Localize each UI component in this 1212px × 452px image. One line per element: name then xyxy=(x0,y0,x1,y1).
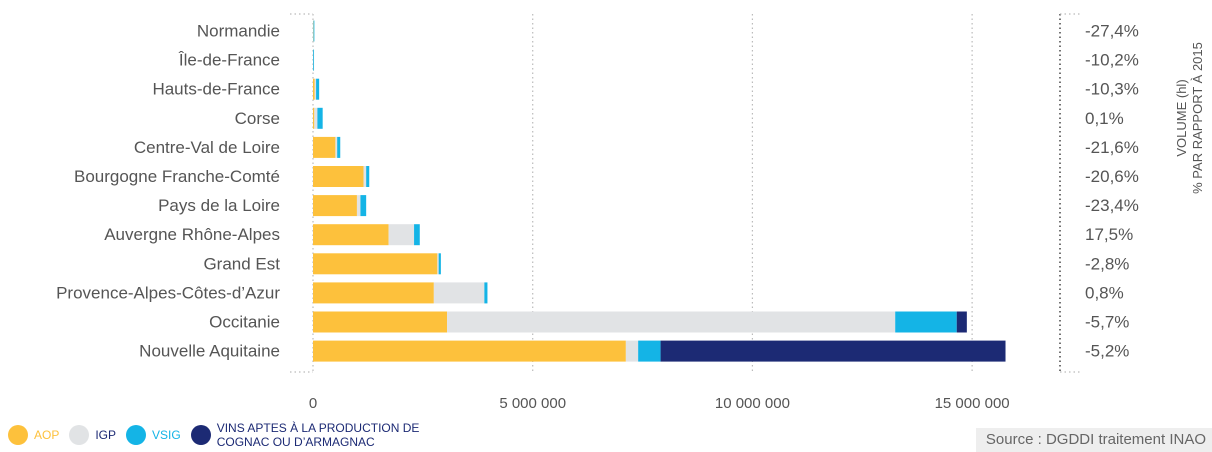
legend-label-vsig: VSIG xyxy=(152,428,181,442)
change-labels: -27,4% -10,2% -10,3% 0,1% -21,6% -20,6% -23,4%… xyxy=(1085,22,1139,361)
bar-segment-vsig xyxy=(360,195,367,217)
bar-segment-aop xyxy=(313,78,315,100)
legend-swatch-vsig xyxy=(126,425,147,445)
category-label: Grand Est xyxy=(203,254,280,273)
bar-segment-vsig xyxy=(313,49,315,71)
bar-segment-igp xyxy=(433,282,485,304)
bar-segment-cognac xyxy=(956,311,967,333)
legend-label-igp: IGP xyxy=(95,428,117,442)
source-note: Source : DGDDI traitement INAO xyxy=(975,428,1212,452)
category-label: Auvergne Rhône-Alpes xyxy=(104,225,280,244)
change-label: -2,8% xyxy=(1085,254,1129,273)
change-label: -27,4% xyxy=(1085,22,1139,41)
right-axis-title-line1: VOLUME (hl) xyxy=(1174,79,1189,156)
x-tick-labels: 0 5 000 000 10 000 000 15 000 000 xyxy=(309,395,1010,412)
category-label: Île-de-France xyxy=(178,51,280,70)
legend-item-cognac: VINS APTES À LA PRODUCTION DE COGNAC OU … xyxy=(190,421,467,449)
category-label: Nouvelle Aquitaine xyxy=(139,342,280,361)
x-tick-label: 10 000 000 xyxy=(715,395,790,412)
category-label: Provence-Alpes-Côtes-d’Azur xyxy=(56,283,280,302)
change-label: 0,8% xyxy=(1085,283,1124,302)
category-label: Bourgogne Franche-Comté xyxy=(74,167,280,186)
bar-segment-aop xyxy=(313,107,315,129)
category-label: Centre-Val de Loire xyxy=(134,138,280,157)
bar-segment-aop xyxy=(313,340,626,362)
x-tick-label: 0 xyxy=(309,395,317,412)
right-axis-title: VOLUME (hl) % PAR RAPPORT À 2015 xyxy=(1174,42,1205,194)
bar-segment-igp xyxy=(314,107,318,129)
legend-item-vsig: VSIG xyxy=(126,425,181,445)
bar-segment-igp xyxy=(447,311,896,333)
bar-segment-vsig xyxy=(317,107,323,129)
bar-segment-igp xyxy=(314,78,317,100)
bar-segment-igp xyxy=(625,340,639,362)
category-label: Pays de la Loire xyxy=(158,196,280,215)
change-label: -5,2% xyxy=(1085,342,1129,361)
legend-label-aop: AOP xyxy=(34,428,60,442)
x-tick-label: 5 000 000 xyxy=(499,395,566,412)
bar-segment-igp xyxy=(363,166,367,187)
legend: AOP IGP VSIG VINS APTES À LA PRODUCTION … xyxy=(8,418,477,452)
bar-segment-aop xyxy=(313,224,389,246)
bar-segment-aop xyxy=(313,136,336,158)
right-axis-title-line2: % PAR RAPPORT À 2015 xyxy=(1190,42,1205,194)
x-tick-label: 15 000 000 xyxy=(935,395,1010,412)
legend-item-igp: IGP xyxy=(69,425,116,445)
bar-segment-aop xyxy=(313,253,438,275)
bar-segment-igp xyxy=(356,195,361,217)
bar-segment-vsig xyxy=(438,253,441,275)
legend-swatch-aop xyxy=(8,425,28,445)
bar-segment-vsig xyxy=(313,20,315,42)
bar-segment-igp xyxy=(388,224,415,246)
change-label: -20,6% xyxy=(1085,167,1139,186)
category-label: Occitanie xyxy=(209,313,280,332)
bar-segment-aop xyxy=(313,282,434,304)
bar-segment-aop xyxy=(313,166,364,187)
change-label: -5,7% xyxy=(1085,313,1129,332)
legend-swatch-igp xyxy=(69,425,90,445)
bar-segment-aop xyxy=(313,195,357,217)
change-label: 17,5% xyxy=(1085,225,1133,244)
change-label: 0,1% xyxy=(1085,109,1124,128)
category-labels: Normandie Île-de-France Hauts-de-France Cor… xyxy=(56,22,280,361)
bar-segment-cognac xyxy=(660,340,1006,362)
bar-segment-vsig xyxy=(638,340,661,362)
change-label: -10,2% xyxy=(1085,51,1139,70)
change-label: -10,3% xyxy=(1085,80,1139,99)
category-label: Hauts-de-France xyxy=(152,80,280,99)
bar-segment-vsig xyxy=(895,311,957,333)
bar-segment-igp xyxy=(437,253,439,275)
category-label: Corse xyxy=(235,109,280,128)
bar-segment-igp xyxy=(335,136,338,158)
bar-segment-vsig xyxy=(366,166,370,187)
bar-segment-aop xyxy=(313,311,448,333)
legend-item-aop: AOP xyxy=(8,425,59,445)
legend-swatch-cognac xyxy=(190,425,211,445)
bars xyxy=(313,20,1006,362)
legend-label-cognac: VINS APTES À LA PRODUCTION DE COGNAC OU … xyxy=(216,421,420,449)
change-label: -23,4% xyxy=(1085,196,1139,215)
category-label: Normandie xyxy=(197,22,280,41)
bar-segment-vsig xyxy=(337,136,341,158)
bar-segment-vsig xyxy=(316,78,320,100)
bar-segment-vsig xyxy=(414,224,420,246)
change-label: -21,6% xyxy=(1085,138,1139,157)
bar-segment-vsig xyxy=(484,282,488,304)
